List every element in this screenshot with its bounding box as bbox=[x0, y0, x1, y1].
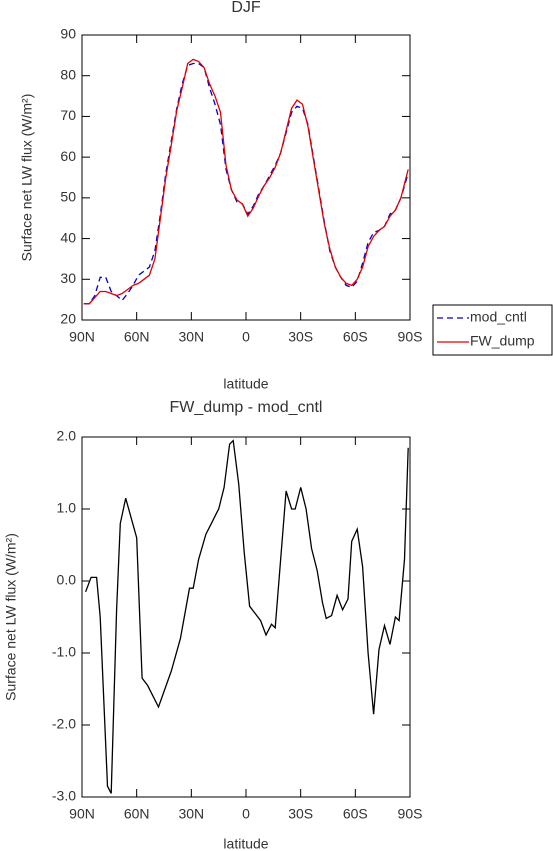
x-tick-label: 60N bbox=[124, 329, 150, 345]
x-tick-label: 30S bbox=[288, 329, 313, 345]
y-tick-label: -3.0 bbox=[52, 788, 76, 804]
y-tick-label: 30 bbox=[60, 270, 76, 286]
y-tick-label: 2.0 bbox=[57, 428, 77, 444]
x-tick-label: 60S bbox=[343, 806, 368, 822]
y-tick-label: -2.0 bbox=[52, 716, 76, 732]
x-tick-label: 90N bbox=[69, 329, 95, 345]
y-tick-label: 80 bbox=[60, 66, 76, 82]
legend-label: FW_dump bbox=[470, 333, 535, 349]
y-tick-label: 60 bbox=[60, 148, 76, 164]
x-axis-label: latitude bbox=[223, 376, 268, 392]
y-tick-label: 70 bbox=[60, 107, 76, 123]
y-tick-label: -1.0 bbox=[52, 644, 76, 660]
x-tick-label: 30S bbox=[288, 806, 313, 822]
x-tick-label: 30N bbox=[178, 329, 204, 345]
x-tick-label: 0 bbox=[242, 806, 250, 822]
y-tick-label: 20 bbox=[60, 311, 76, 327]
x-tick-label: 90S bbox=[398, 806, 423, 822]
y-tick-label: 90 bbox=[60, 26, 76, 42]
chart-title: DJF bbox=[231, 0, 261, 16]
y-tick-label: 1.0 bbox=[57, 500, 77, 516]
legend-label: mod_cntl bbox=[470, 309, 527, 325]
x-tick-label: 90N bbox=[69, 806, 95, 822]
x-tick-label: 60N bbox=[124, 806, 150, 822]
x-tick-label: 90S bbox=[398, 329, 423, 345]
plot-frame bbox=[81, 34, 411, 321]
y-axis-label: Surface net LW flux (W/m²) bbox=[3, 533, 19, 701]
data-line bbox=[83, 62, 409, 305]
data-line bbox=[84, 439, 409, 794]
plot-frame bbox=[81, 436, 411, 798]
data-line bbox=[83, 58, 409, 305]
x-tick-label: 60S bbox=[343, 329, 368, 345]
y-axis-label: Surface net LW flux (W/m²) bbox=[19, 94, 35, 262]
legend-box bbox=[432, 304, 553, 356]
x-axis-label: latitude bbox=[223, 836, 268, 851]
y-tick-label: 40 bbox=[60, 229, 76, 245]
y-tick-label: 0.0 bbox=[57, 572, 77, 588]
x-tick-label: 0 bbox=[242, 329, 250, 345]
y-tick-label: 50 bbox=[60, 189, 76, 205]
chart-title: FW_dump - mod_cntl bbox=[170, 399, 323, 416]
x-tick-label: 30N bbox=[178, 806, 204, 822]
